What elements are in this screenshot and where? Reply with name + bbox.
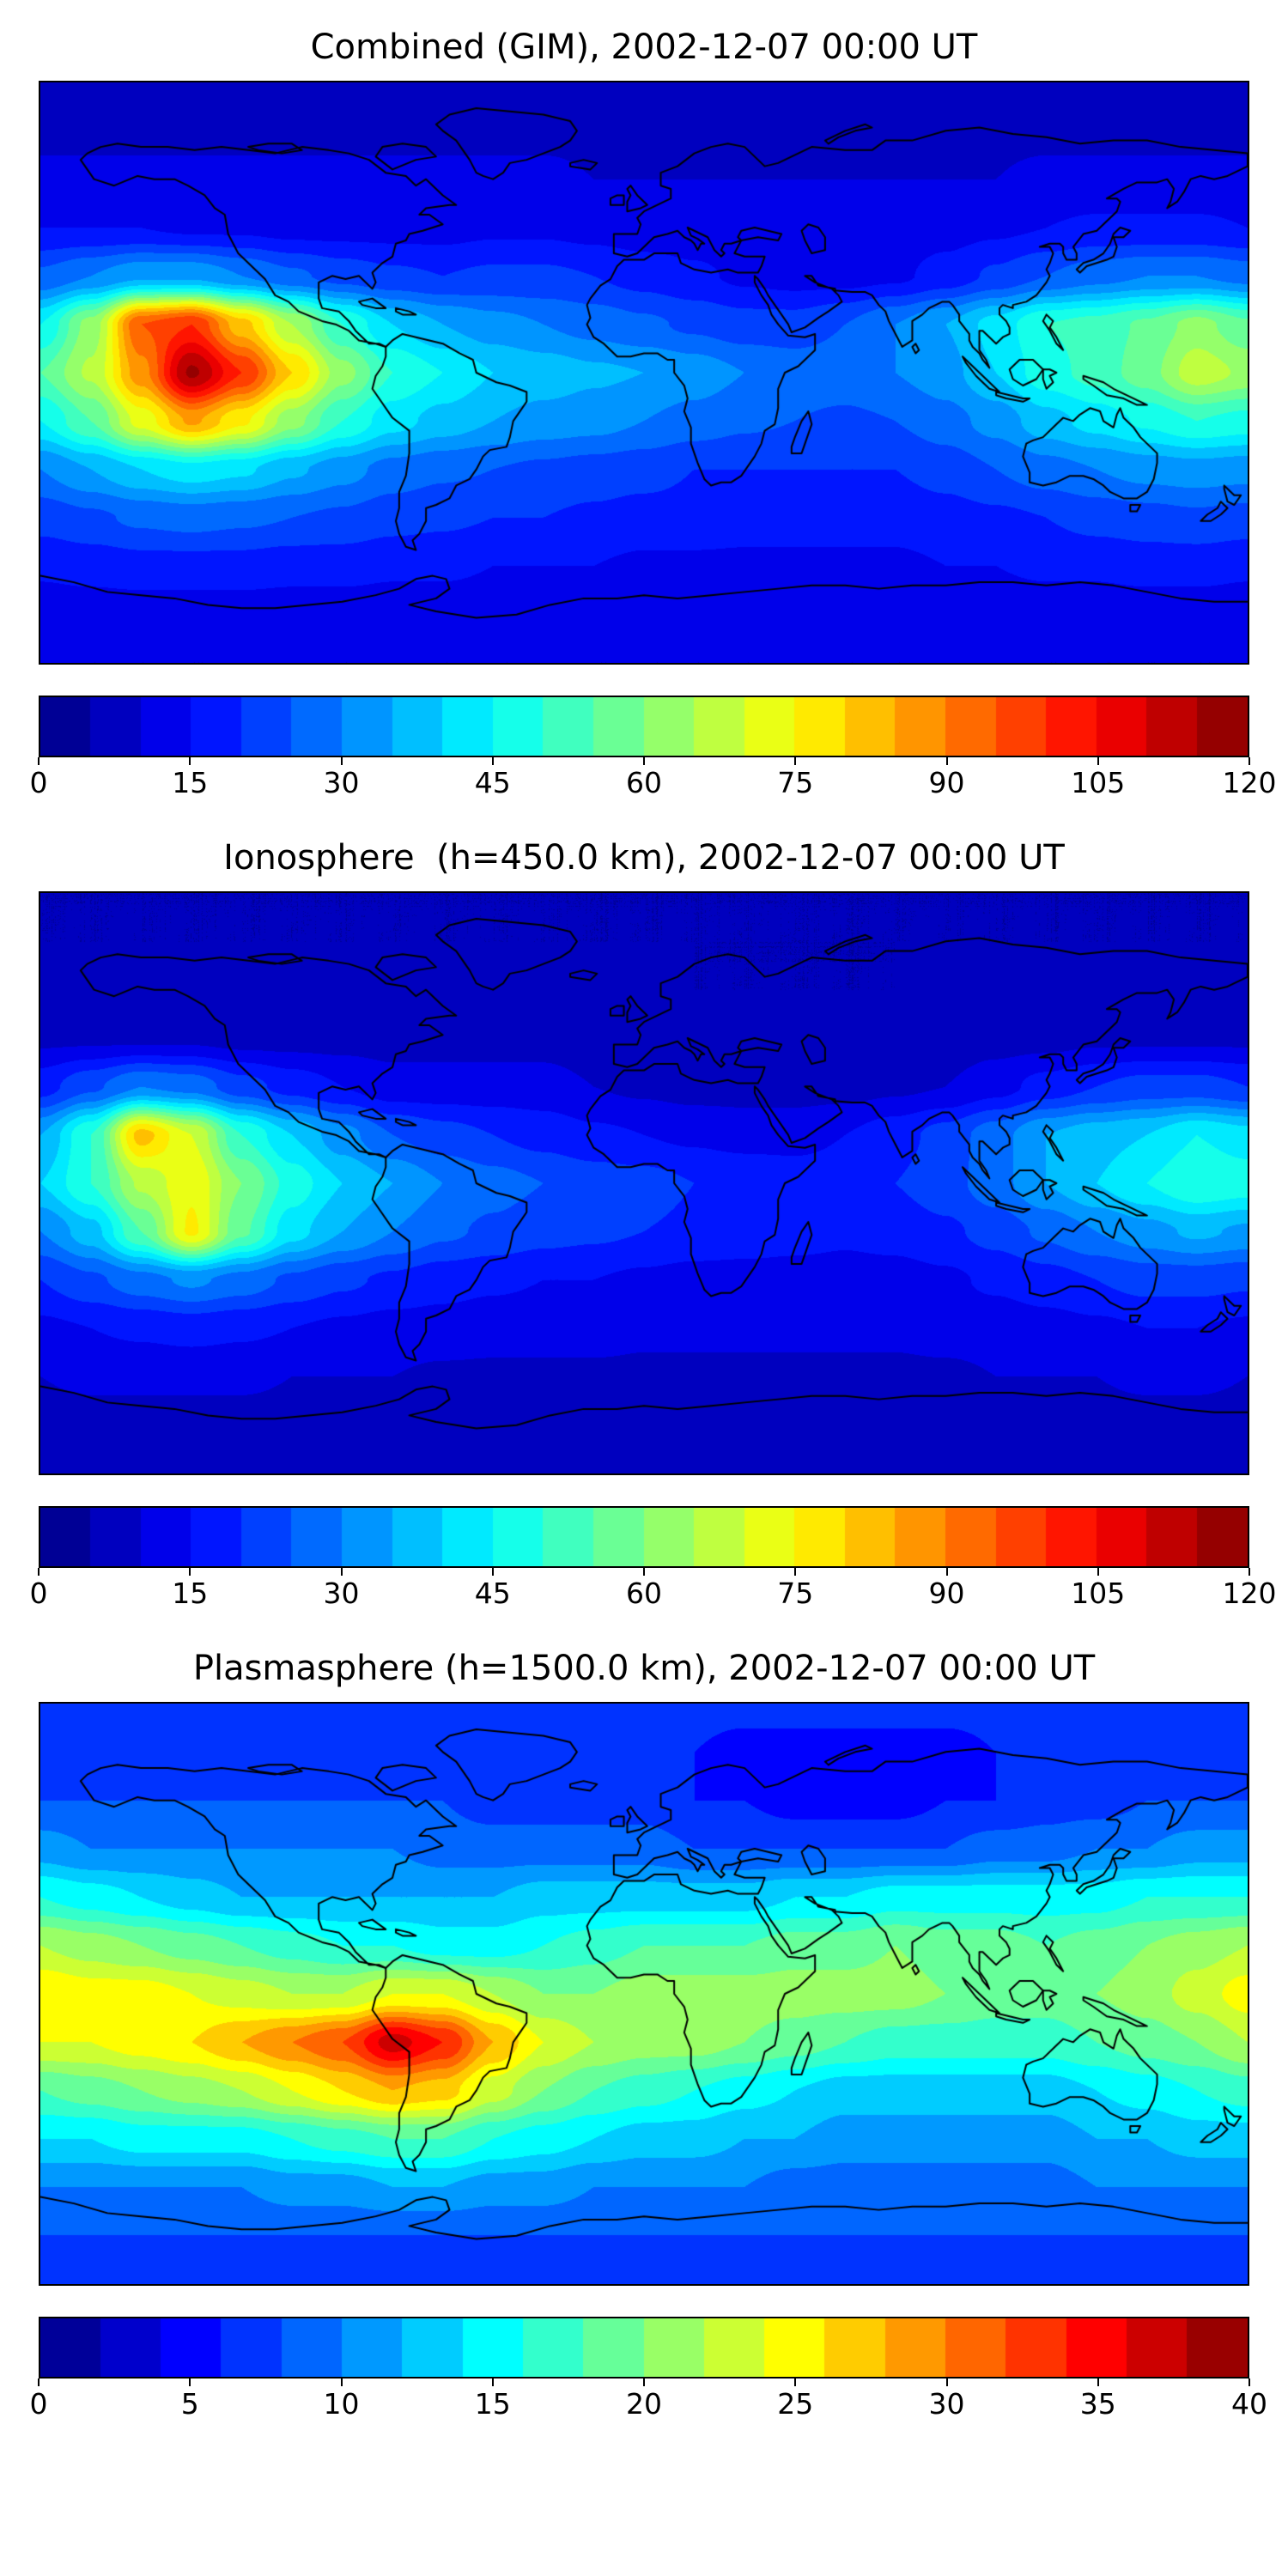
colorbar-tick-label: 90 (928, 1577, 965, 1610)
colorbar-tick-label: 75 (777, 766, 814, 799)
colorbar-tickmark (38, 2379, 39, 2386)
map-canvas-2 (40, 893, 1248, 1473)
colorbar-tickmark (491, 757, 494, 765)
colorbar-tickmark (1097, 2379, 1099, 2386)
colorbar-tick-label: 35 (1079, 2387, 1116, 2421)
colorbar-canvas-3 (40, 2318, 1248, 2377)
colorbar-canvas-1 (40, 697, 1248, 756)
colorbar-ticks-3: 0 5 10 15 20 25 30 35 40 (30, 2379, 1267, 2428)
colorbar-tickmark (1097, 757, 1099, 765)
colorbar-tickmark (945, 2379, 948, 2386)
colorbar-tick-label: 0 (29, 766, 48, 799)
panel-ionosphere: Ionosphere (h=450.0 km), 2002-12-07 00:0… (30, 838, 1277, 1618)
colorbar-tick-label: 90 (928, 766, 965, 799)
colorbar-tick-label: 15 (172, 766, 209, 799)
map-plasmasphere-frame (39, 1702, 1249, 2286)
colorbar-tick-label: 45 (474, 766, 511, 799)
colorbar-tickmark (1249, 1568, 1250, 1576)
colorbar-tick-label: 45 (474, 1577, 511, 1610)
colorbar-plasmasphere-frame (39, 2317, 1249, 2379)
colorbar-tickmark (38, 757, 39, 765)
colorbar-tickmark (643, 2379, 645, 2386)
colorbar-tickmark (340, 2379, 343, 2386)
colorbar-combined-frame (39, 696, 1249, 757)
colorbar-tickmark (189, 1568, 191, 1576)
colorbar-tickmark (491, 2379, 494, 2386)
colorbar-tick-label: 25 (777, 2387, 814, 2421)
colorbar-tickmark (1097, 1568, 1099, 1576)
colorbar-tickmark (794, 757, 797, 765)
colorbar-tick-label: 105 (1071, 766, 1126, 799)
colorbar-tick-label: 15 (474, 2387, 511, 2421)
colorbar-tick-label: 30 (323, 766, 360, 799)
colorbar-ionosphere-frame (39, 1506, 1249, 1568)
colorbar-tickmark (340, 757, 343, 765)
map-ionosphere-frame (39, 891, 1249, 1475)
map-canvas-1 (40, 82, 1248, 663)
colorbar-tickmark (38, 1568, 39, 1576)
map-canvas-3 (40, 1704, 1248, 2284)
colorbar-tick-label: 60 (626, 766, 662, 799)
colorbar-tick-label: 60 (626, 1577, 662, 1610)
colorbar-tick-label: 0 (29, 1577, 48, 1610)
colorbar-tickmark (794, 2379, 797, 2386)
colorbar-tick-label: 30 (323, 1577, 360, 1610)
panel-ionosphere-title: Ionosphere (h=450.0 km), 2002-12-07 00:0… (223, 838, 1065, 878)
colorbar-ticks-2: 0 15 30 45 60 75 90 105 120 (30, 1568, 1277, 1618)
colorbar-tickmark (189, 757, 191, 765)
panel-combined-title: Combined (GIM), 2002-12-07 00:00 UT (310, 27, 978, 67)
colorbar-tickmark (1249, 2379, 1250, 2386)
colorbar-tick-label: 105 (1071, 1577, 1126, 1610)
colorbar-tick-label: 120 (1222, 766, 1277, 799)
colorbar-tick-label: 20 (626, 2387, 662, 2421)
colorbar-tickmark (945, 757, 948, 765)
colorbar-tick-label: 15 (172, 1577, 209, 1610)
colorbar-tickmark (945, 1568, 948, 1576)
colorbar-tickmark (794, 1568, 797, 1576)
colorbar-tickmark (643, 1568, 645, 1576)
colorbar-tickmark (189, 2379, 191, 2386)
colorbar-tickmark (1249, 757, 1250, 765)
colorbar-tickmark (340, 1568, 343, 1576)
panel-combined: Combined (GIM), 2002-12-07 00:00 UT 0 15 3… (30, 27, 1277, 807)
colorbar-tick-label: 75 (777, 1577, 814, 1610)
panel-plasmasphere-title: Plasmasphere (h=1500.0 km), 2002-12-07 0… (192, 1649, 1096, 1688)
colorbar-tick-label: 10 (323, 2387, 360, 2421)
colorbar-tick-label: 0 (29, 2387, 48, 2421)
colorbar-ticks-1: 0 15 30 45 60 75 90 105 120 (30, 757, 1277, 807)
colorbar-tick-label: 5 (180, 2387, 199, 2421)
colorbar-tick-label: 30 (928, 2387, 965, 2421)
map-combined-frame (39, 81, 1249, 665)
panel-plasmasphere: Plasmasphere (h=1500.0 km), 2002-12-07 0… (30, 1649, 1268, 2428)
colorbar-tick-label: 120 (1222, 1577, 1277, 1610)
colorbar-tick-label: 40 (1231, 2387, 1267, 2421)
colorbar-tickmark (643, 757, 645, 765)
colorbar-tickmark (491, 1568, 494, 1576)
figure: Combined (GIM), 2002-12-07 00:00 UT 0 15 3… (30, 27, 1277, 2428)
colorbar-canvas-2 (40, 1508, 1248, 1566)
